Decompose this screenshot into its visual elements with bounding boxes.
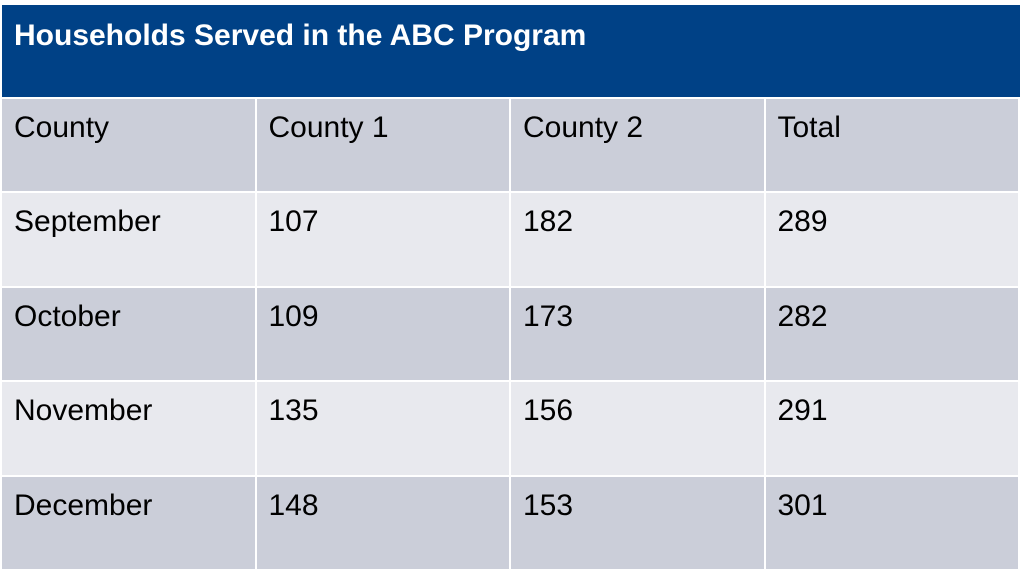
table-cell: September [2, 193, 255, 286]
table-cell: 107 [256, 193, 509, 286]
table: County County 1 County 2 Total September 107 1… [2, 99, 1020, 571]
table-cell: 156 [511, 382, 764, 475]
title-bar: Households Served in the ABC Program [2, 5, 1020, 97]
table-cell: 182 [511, 193, 764, 286]
table-cell: 153 [511, 476, 764, 569]
table-cell: 291 [765, 382, 1018, 475]
table-cell: 109 [256, 287, 509, 381]
header-cell: Total [765, 99, 1018, 192]
table-cell: November [2, 382, 255, 475]
header-cell: County 2 [511, 99, 764, 192]
header-cell: County 1 [256, 99, 509, 192]
table-cell: October [2, 287, 255, 381]
table-cell: 173 [511, 287, 764, 381]
table-cell: 282 [765, 287, 1018, 381]
header-cell: County [2, 99, 255, 192]
table-cell: 289 [765, 193, 1018, 286]
table-title: Households Served in the ABC Program [14, 19, 587, 52]
table-cell: 301 [765, 476, 1018, 569]
table-cell: December [2, 476, 255, 569]
table-cell: 135 [256, 382, 509, 475]
table-cell: 148 [256, 476, 509, 569]
